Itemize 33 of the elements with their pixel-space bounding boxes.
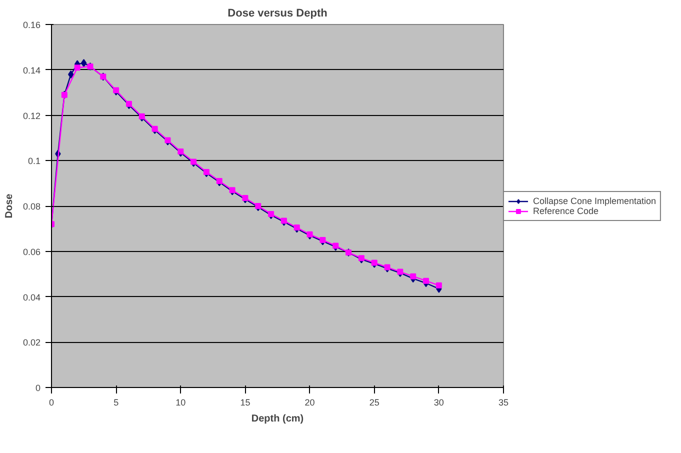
y-tick-label: 0.14 [22, 65, 41, 76]
point [203, 168, 210, 175]
point [80, 59, 87, 68]
x-tick-label: 25 [369, 398, 380, 408]
point [138, 113, 145, 120]
chart-title: Dose versus Depth [228, 8, 328, 20]
x-tick-label: 35 [498, 398, 509, 408]
y-tick-label: 0.1 [28, 156, 41, 166]
point [126, 100, 132, 107]
y-tick-label: 0.04 [22, 292, 41, 302]
point [268, 210, 274, 217]
x-tick-label: 0 [48, 398, 54, 408]
point [410, 273, 416, 280]
x-tick-label: 10 [176, 398, 186, 408]
y-tick-label: 0.16 [22, 20, 41, 30]
point [255, 203, 262, 209]
y-tick-label: 0.08 [22, 202, 41, 212]
x-tick-label: 20 [304, 398, 315, 408]
point [436, 282, 442, 288]
y-tick-label: 0.02 [22, 338, 41, 348]
y-tick-label: 0 [35, 383, 41, 393]
point [68, 70, 74, 78]
x-tick-label: 30 [434, 398, 444, 408]
y-axis-title: Dose [4, 193, 15, 218]
x-tick-label: 5 [114, 398, 119, 408]
y-tick-label: 0.12 [22, 110, 41, 121]
point [423, 278, 430, 284]
x-axis-title: Depth (cm) [251, 414, 304, 424]
legend-label: Collapse Cone Implementation [532, 196, 656, 206]
legend-label: Reference Code [532, 206, 599, 216]
y-tick-label: 0.06 [22, 246, 41, 257]
x-tick-label: 15 [240, 398, 250, 408]
point [74, 64, 80, 71]
